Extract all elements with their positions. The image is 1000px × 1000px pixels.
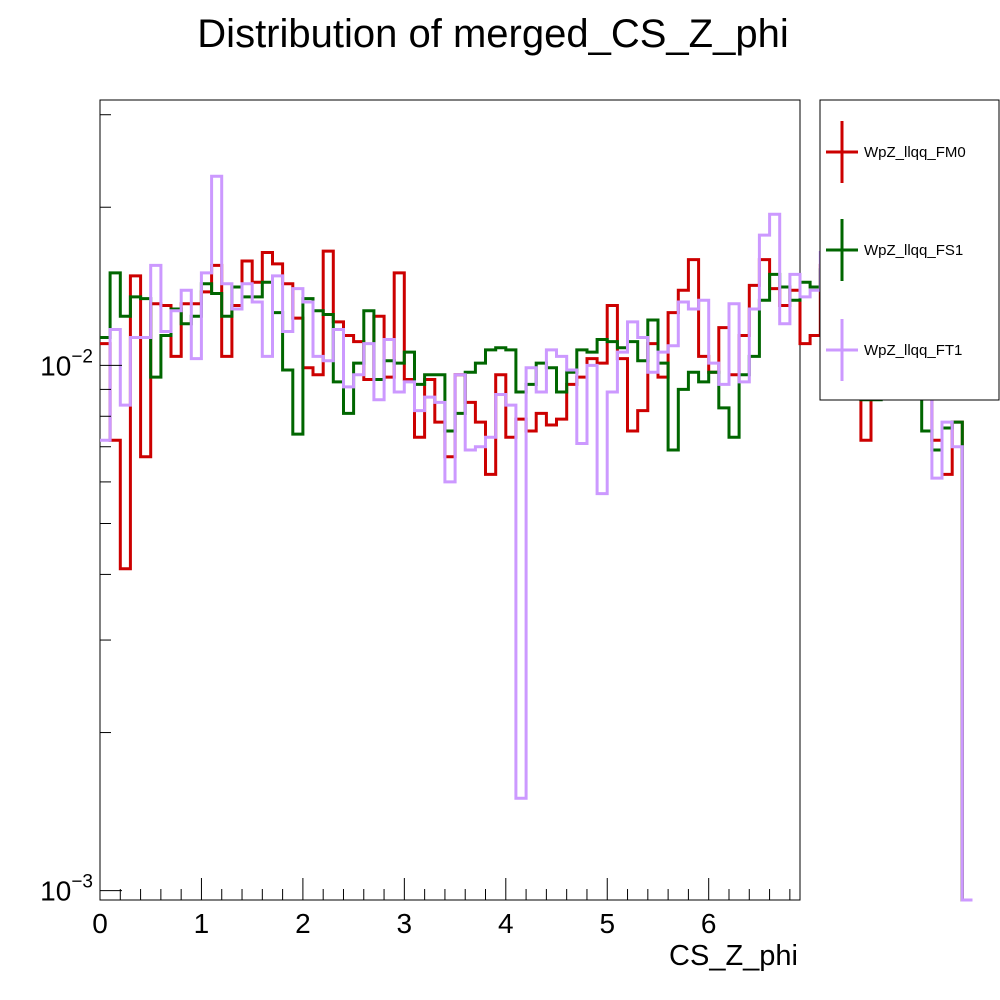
x-tick-label: 1 (194, 908, 210, 939)
x-tick-label: 2 (295, 908, 311, 939)
legend-label: WpZ_llqq_FM0 (864, 144, 966, 161)
y-tick-labels: 10−2 10−3 (40, 346, 93, 906)
x-tick-label: 5 (599, 908, 615, 939)
x-tick-label: 6 (701, 908, 717, 939)
legend: WpZ_llqq_FM0 WpZ_llqq_FS1 WpZ_llqq_FT1 (820, 100, 999, 400)
y-tick-label: 10−3 (40, 872, 93, 907)
x-tick-label: 0 (92, 908, 108, 939)
chart-title: Distribution of merged_CS_Z_phi (197, 12, 788, 56)
x-tick-label: 4 (498, 908, 514, 939)
plot-frame (100, 100, 800, 900)
legend-label: WpZ_llqq_FT1 (864, 342, 962, 359)
y-tick-label: 10−2 (40, 346, 93, 381)
x-tick-labels: 0 1 2 3 4 5 6 (92, 908, 716, 939)
axis-ticks (100, 115, 790, 900)
x-axis-label: CS_Z_phi (669, 940, 798, 972)
legend-label: WpZ_llqq_FS1 (864, 242, 963, 259)
x-tick-label: 3 (397, 908, 413, 939)
